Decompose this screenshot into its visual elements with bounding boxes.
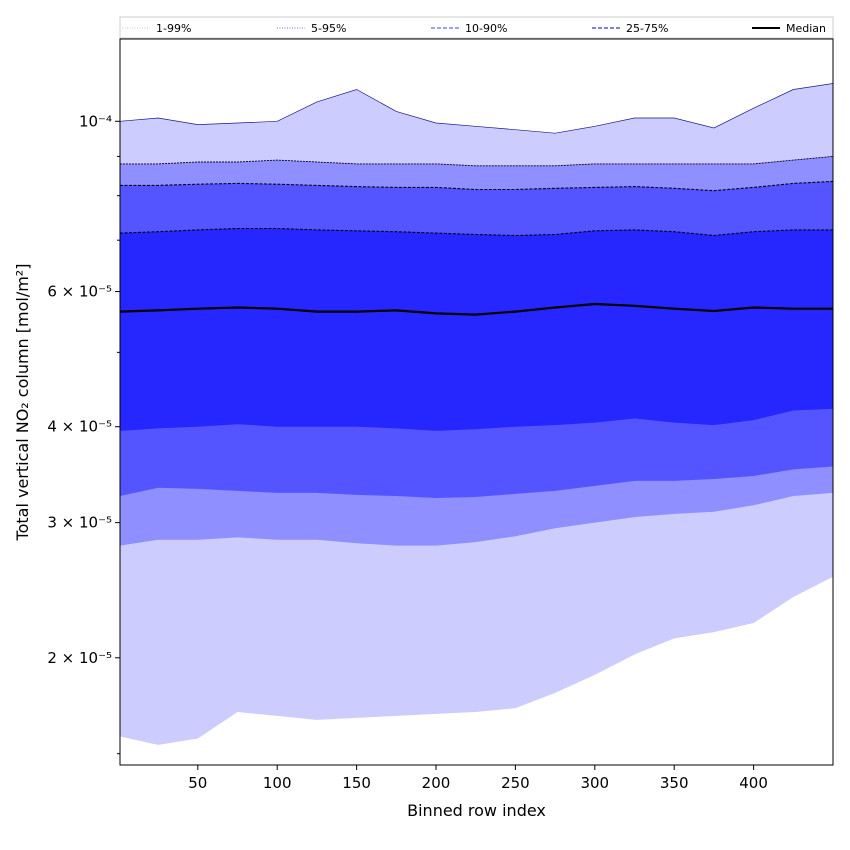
- y-axis-label: Total vertical NO₂ column [mol/m²]: [13, 264, 32, 542]
- y-tick-label: 10⁻⁴: [79, 112, 112, 130]
- x-tick-label: 350: [660, 774, 689, 792]
- y-tick-label: 3 × 10⁻⁵: [47, 514, 112, 532]
- plot-frame: [119, 38, 834, 766]
- legend-label: 25-75%: [626, 22, 668, 35]
- band-upper-line-10-90%: [120, 180, 834, 192]
- y-tick-label: 4 × 10⁻⁵: [47, 418, 112, 436]
- series-line-Median: [119, 302, 833, 316]
- x-tick-label: 300: [580, 774, 609, 792]
- x-tick-label: 200: [422, 774, 451, 792]
- legend-label: 5-95%: [311, 22, 346, 35]
- percentile-bands: [120, 83, 833, 745]
- x-axis-ticks: 50 100 150 200 250 300 350 400: [188, 765, 768, 792]
- x-tick-label: 250: [501, 774, 530, 792]
- legend-label: Median: [786, 22, 826, 35]
- legend-label: 1-99%: [156, 22, 191, 35]
- percentile-lines: [119, 83, 834, 316]
- legend-label: 10-90%: [465, 22, 507, 35]
- x-axis-label: Binned row index: [407, 801, 546, 820]
- band-upper-line-5-95%: [120, 155, 834, 167]
- x-tick-label: 100: [263, 774, 292, 792]
- y-axis-ticks: 2 × 10⁻⁵ 3 × 10⁻⁵ 4 × 10⁻⁵ 6 × 10⁻⁵ 10⁻⁴: [47, 112, 120, 755]
- y-tick-label: 6 × 10⁻⁵: [47, 283, 112, 301]
- x-tick-label: 50: [188, 774, 207, 792]
- band-upper-line-1-99%: [119, 83, 834, 134]
- legend: 1-99% 5-95% 10-90% 25-75% Median: [119, 16, 834, 39]
- x-tick-label: 150: [342, 774, 371, 792]
- band-25-75%: [120, 228, 833, 431]
- legend-box: [119, 16, 834, 39]
- y-tick-label: 2 × 10⁻⁵: [47, 649, 112, 667]
- band-upper-line-25-75%: [119, 227, 833, 237]
- x-tick-label: 400: [739, 774, 768, 792]
